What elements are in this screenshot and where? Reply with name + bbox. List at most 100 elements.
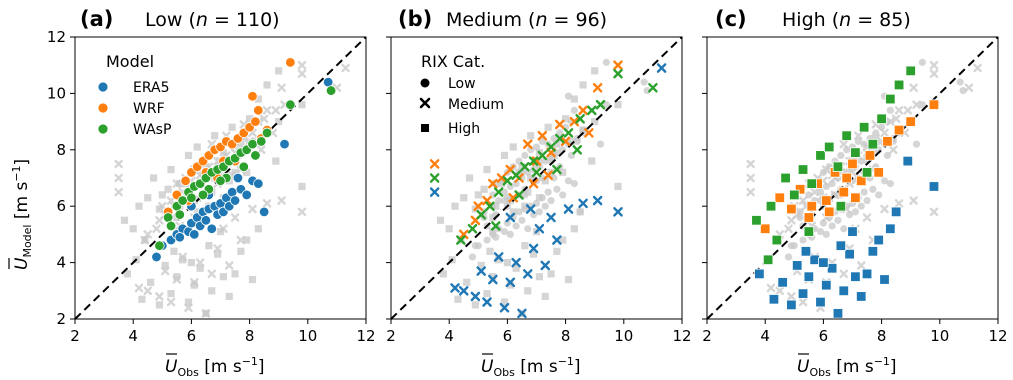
background-point	[147, 278, 155, 286]
background-point	[862, 213, 872, 222]
x-tick-label: 4	[128, 327, 138, 345]
background-point	[596, 140, 605, 148]
background-point	[798, 196, 808, 205]
y-axis-label: UModel [m s−1]	[10, 159, 34, 270]
background-point	[819, 219, 828, 227]
data-point-era5	[488, 274, 498, 285]
data-point-era5	[847, 226, 858, 237]
data-point-wasp	[238, 161, 249, 172]
data-point-wasp	[789, 189, 800, 201]
background-point	[436, 216, 445, 224]
data-point-wrf	[560, 136, 571, 147]
data-point-wasp	[803, 226, 815, 237]
x-tick-label: 2	[386, 327, 396, 345]
data-point-wasp	[613, 68, 623, 79]
data-point-wasp	[780, 172, 791, 184]
legend-wrf-marker	[97, 102, 109, 114]
background-point	[784, 224, 793, 234]
data-point-era5	[850, 271, 861, 282]
background-point	[193, 208, 201, 216]
background-point	[259, 114, 269, 124]
y-tick-label: 6	[56, 197, 66, 215]
data-point-era5	[792, 260, 803, 271]
data-point-wasp	[537, 150, 548, 161]
background-point	[839, 269, 849, 279]
background-point	[521, 202, 529, 210]
background-point	[579, 81, 587, 89]
background-point	[228, 123, 236, 131]
data-point-wrf	[180, 175, 191, 187]
legend-high-marker	[421, 124, 429, 132]
background-point	[248, 275, 257, 284]
data-point-era5	[505, 277, 516, 288]
background-point	[477, 261, 485, 270]
data-point-wrf	[821, 195, 832, 206]
panel-c-xlabel: UObs [m s−1]	[797, 355, 897, 379]
background-point	[213, 250, 222, 258]
background-point	[184, 151, 193, 160]
data-point-wasp	[563, 128, 574, 138]
data-point-wasp	[186, 192, 197, 203]
data-point-era5	[885, 223, 896, 234]
background-point	[193, 143, 201, 151]
data-point-era5	[458, 286, 469, 296]
data-point-wasp	[261, 127, 273, 139]
data-point-era5	[482, 297, 492, 307]
x-tick-label: 12	[356, 327, 375, 345]
panel-b-frame	[390, 36, 683, 320]
background-point	[512, 222, 520, 230]
x-tick-label: 6	[819, 327, 829, 345]
background-point	[614, 182, 622, 191]
background-point	[973, 63, 982, 73]
data-point-wasp	[528, 156, 539, 166]
background-point	[872, 129, 880, 137]
panel-c: (c) High (n = 85) 2 4 6 8 10 12 UObs [m s−1]	[702, 7, 1008, 379]
panel-c-frame	[706, 36, 999, 320]
panel-c-title: High (n = 85)	[782, 9, 911, 31]
background-point	[564, 92, 573, 100]
background-point	[784, 253, 793, 261]
data-point-wrf	[250, 116, 261, 127]
x-tick-label: 10	[614, 327, 633, 345]
panel-c-points	[751, 65, 940, 319]
data-point-wrf	[578, 105, 588, 116]
background-point	[219, 149, 228, 157]
data-point-era5	[856, 291, 867, 302]
background-point	[480, 185, 488, 193]
data-point-era5	[517, 308, 527, 319]
data-point-wasp	[751, 215, 762, 226]
background-point	[822, 182, 830, 191]
background-point	[559, 236, 567, 244]
background-point	[500, 151, 509, 160]
data-point-era5	[786, 299, 797, 311]
background-point	[891, 114, 901, 124]
background-point	[529, 250, 538, 258]
background-point	[564, 177, 573, 185]
background-point	[184, 298, 193, 306]
background-point	[129, 225, 137, 233]
background-point	[591, 118, 599, 126]
data-point-wrf	[786, 203, 797, 215]
data-point-era5	[832, 308, 844, 319]
data-point-wasp	[832, 161, 844, 172]
data-point-wasp	[841, 130, 852, 141]
background-point	[579, 126, 587, 134]
data-point-wasp	[876, 113, 887, 124]
data-point-wrf	[803, 212, 815, 223]
legend-medium-label: Medium	[448, 97, 504, 113]
background-point	[297, 207, 307, 217]
legend-rix-title: RIX Cat.	[421, 52, 485, 71]
background-point	[207, 269, 217, 279]
background-point	[134, 283, 144, 293]
background-point	[246, 115, 254, 123]
data-point-era5	[838, 285, 849, 297]
background-point	[521, 151, 529, 160]
background-point	[640, 78, 648, 86]
data-point-wrf	[873, 167, 884, 178]
background-point	[541, 292, 549, 301]
background-point	[454, 295, 462, 303]
background-point	[570, 225, 578, 233]
data-point-wrf	[806, 200, 817, 212]
panel-a-points	[151, 57, 337, 263]
background-point	[123, 270, 131, 278]
